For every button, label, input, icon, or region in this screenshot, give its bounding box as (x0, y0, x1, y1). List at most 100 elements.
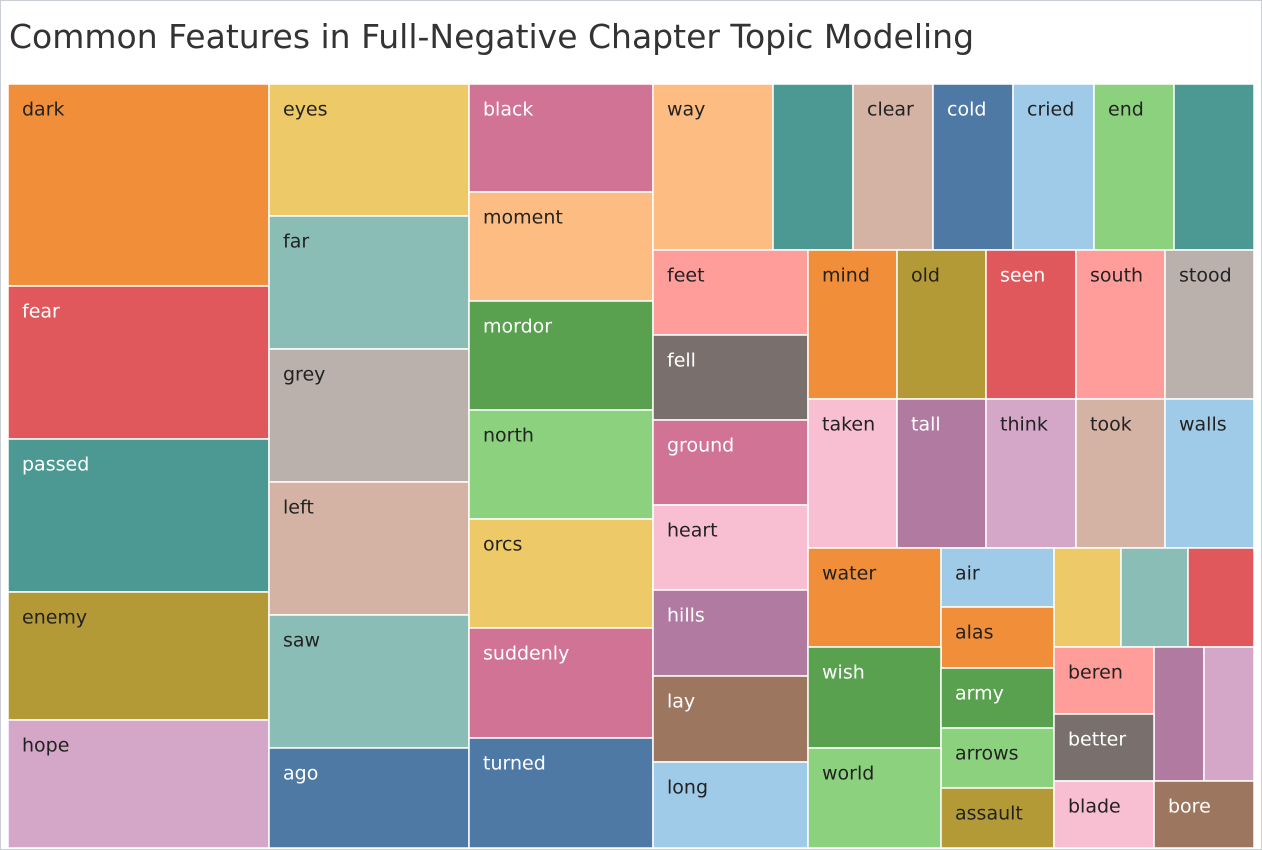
treemap-cell-unlabeled[interactable] (1053, 547, 1122, 648)
treemap-label-fell: fell (667, 350, 696, 372)
chart-title: Common Features in Full-Negative Chapter… (9, 17, 975, 56)
treemap-cell-arrows[interactable] (940, 727, 1055, 789)
treemap-cell-unlabeled[interactable] (1203, 646, 1255, 782)
treemap-label-far: far (283, 231, 309, 253)
treemap-cell-hope[interactable] (7, 719, 270, 849)
treemap-label-saw: saw (283, 630, 320, 652)
treemap-label-north: north (483, 425, 534, 447)
treemap-cell-heart[interactable] (652, 504, 809, 591)
treemap-label-blade: blade (1068, 796, 1121, 818)
treemap-label-passed: passed (22, 454, 89, 476)
treemap-label-suddenly: suddenly (483, 643, 569, 665)
treemap-label-better: better (1068, 729, 1126, 751)
treemap-label-taken: taken (822, 414, 875, 436)
treemap-cell-way[interactable] (652, 83, 774, 251)
treemap-label-end: end (1108, 99, 1144, 121)
treemap-cell-mind[interactable] (807, 249, 898, 400)
treemap-label-took: took (1090, 414, 1132, 436)
treemap-cell-orcs[interactable] (468, 518, 654, 629)
treemap-cell-walls[interactable] (1164, 398, 1255, 549)
treemap-cell-eyes[interactable] (268, 83, 470, 217)
treemap-label-cried: cried (1027, 99, 1074, 121)
treemap-cell-old[interactable] (896, 249, 987, 400)
treemap-cell-grey[interactable] (268, 348, 470, 483)
treemap-cell-turned[interactable] (468, 737, 654, 849)
treemap-cell-fear[interactable] (7, 285, 270, 440)
treemap-label-orcs: orcs (483, 534, 522, 556)
treemap-label-dark: dark (22, 99, 65, 121)
treemap-label-water: water (822, 563, 876, 585)
treemap-label-hope: hope (22, 735, 69, 757)
treemap-label-left: left (283, 497, 314, 519)
treemap-cell-suddenly[interactable] (468, 627, 654, 739)
treemap-label-cold: cold (947, 99, 986, 121)
treemap-cell-ago[interactable] (268, 747, 470, 849)
treemap-cell-ground[interactable] (652, 419, 809, 506)
treemap-cell-unlabeled[interactable] (1120, 547, 1189, 648)
treemap-cell-water[interactable] (807, 547, 942, 648)
treemap-cell-taken[interactable] (807, 398, 898, 549)
treemap-label-tall: tall (911, 414, 941, 436)
treemap-label-wish: wish (822, 662, 865, 684)
treemap-label-heart: heart (667, 520, 718, 542)
treemap-cell-feet[interactable] (652, 249, 809, 336)
treemap-cell-left[interactable] (268, 481, 470, 616)
treemap-label-bore: bore (1168, 796, 1211, 818)
treemap-cell-black[interactable] (468, 83, 654, 193)
treemap-cell-wish[interactable] (807, 646, 942, 749)
treemap-label-hills: hills (667, 605, 705, 627)
treemap-cell-moment[interactable] (468, 191, 654, 302)
treemap-label-walls: walls (1179, 414, 1227, 436)
treemap-cell-unlabeled[interactable] (772, 83, 854, 251)
treemap-cell-army[interactable] (940, 667, 1055, 729)
treemap-cell-hills[interactable] (652, 589, 809, 677)
treemap-cell-fell[interactable] (652, 334, 809, 421)
treemap-cell-mordor[interactable] (468, 300, 654, 411)
treemap-cell-clear[interactable] (852, 83, 934, 251)
treemap-label-way: way (667, 99, 705, 121)
treemap-cell-world[interactable] (807, 747, 942, 849)
treemap-label-stood: stood (1179, 265, 1232, 287)
treemap-cell-dark[interactable] (7, 83, 270, 287)
treemap-cell-cold[interactable] (932, 83, 1014, 251)
treemap-label-lay: lay (667, 691, 695, 713)
treemap-cell-blade[interactable] (1053, 780, 1155, 849)
treemap-label-black: black (483, 99, 533, 121)
treemap-cell-passed[interactable] (7, 438, 270, 593)
treemap-cell-long[interactable] (652, 761, 809, 849)
treemap-label-long: long (667, 777, 708, 799)
treemap-cell-lay[interactable] (652, 675, 809, 763)
treemap-cell-end[interactable] (1093, 83, 1175, 251)
treemap-cell-unlabeled[interactable] (1187, 547, 1255, 648)
treemap-cell-cried[interactable] (1012, 83, 1095, 251)
treemap-cell-unlabeled[interactable] (1153, 646, 1205, 782)
treemap-label-mordor: mordor (483, 316, 552, 338)
treemap-label-clear: clear (867, 99, 914, 121)
treemap-label-assault: assault (955, 803, 1023, 825)
treemap-label-enemy: enemy (22, 607, 87, 629)
treemap-cell-tall[interactable] (896, 398, 987, 549)
treemap-label-ago: ago (283, 763, 318, 785)
treemap-cell-stood[interactable] (1164, 249, 1255, 400)
treemap-label-grey: grey (283, 364, 325, 386)
treemap-label-feet: feet (667, 265, 705, 287)
treemap-label-south: south (1090, 265, 1143, 287)
treemap-label-eyes: eyes (283, 99, 328, 121)
treemap-label-turned: turned (483, 753, 546, 775)
treemap-label-arrows: arrows (955, 743, 1019, 765)
treemap-cell-assault[interactable] (940, 787, 1055, 849)
treemap-label-world: world (822, 763, 874, 785)
treemap-label-alas: alas (955, 622, 993, 644)
treemap-label-seen: seen (1000, 265, 1045, 287)
treemap-label-army: army (955, 683, 1004, 705)
treemap-cell-north[interactable] (468, 409, 654, 520)
treemap-cell-unlabeled[interactable] (1173, 83, 1255, 251)
treemap-cell-better[interactable] (1053, 713, 1155, 782)
treemap-cell-far[interactable] (268, 215, 470, 350)
treemap-cell-bore[interactable] (1153, 780, 1255, 849)
treemap-label-think: think (1000, 414, 1048, 436)
treemap-label-moment: moment (483, 207, 563, 229)
treemap-label-ground: ground (667, 435, 734, 457)
treemap-label-mind: mind (822, 265, 870, 287)
